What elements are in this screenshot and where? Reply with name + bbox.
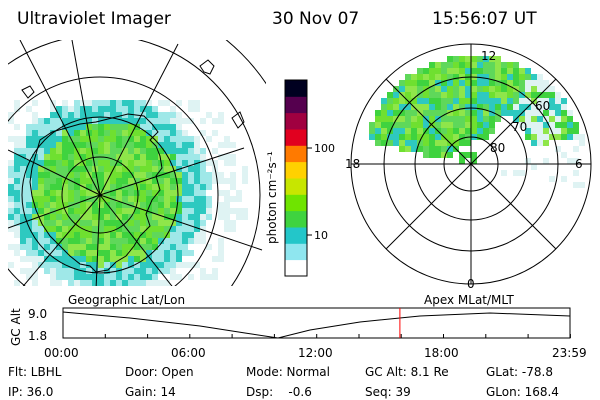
geographic-panel [8, 40, 266, 286]
timeline-xtick-1800: 18:00 [424, 346, 459, 360]
mlat-label-60: 60 [535, 99, 550, 113]
geo-grid [8, 40, 266, 286]
instrument-title: Ultraviolet Imager [17, 9, 171, 29]
timeline-xtick-2359: 23:59 [552, 346, 587, 360]
timeline-ylabel: GC Alt [9, 308, 23, 346]
status-info: Flt: LBHL Door: Open Mode: Normal GC Alt… [8, 365, 559, 399]
mlt-label-0: 0 [467, 277, 475, 291]
info-seq: Seq: 39 [365, 385, 411, 399]
time-label: 15:56:07 UT [432, 9, 537, 29]
geo-aurora-image [8, 100, 248, 286]
mlat-label-70: 70 [512, 120, 527, 134]
info-door: Door: Open [125, 365, 194, 379]
geo-panel-label: Geographic Lat/Lon [68, 293, 185, 307]
orbit-altitude-curve [62, 311, 571, 339]
coastline [21, 59, 245, 273]
colorbar-tick-10: 10 [314, 229, 328, 242]
colorbar-tick-100: 100 [314, 142, 335, 155]
mlt-label-6: 6 [575, 157, 583, 171]
colorbar [284, 79, 312, 277]
info-ip: IP: 36.0 [8, 385, 53, 399]
timeline-xtick-0000: 00:00 [44, 346, 79, 360]
info-glat: GLat: -78.8 [486, 365, 553, 379]
timeline-ytick-9: 9.0 [28, 307, 47, 321]
info-mode: Mode: Normal [246, 365, 330, 379]
mlat-label-80: 80 [490, 141, 505, 155]
info-glon: GLon: 168.4 [486, 385, 559, 399]
info-filter: Flt: LBHL [8, 365, 62, 379]
mag-grid [350, 43, 592, 285]
mlt-label-12: 12 [481, 49, 496, 63]
info-dsp: Dsp: -0.6 [246, 385, 312, 399]
timeline-ytick-1-8: 1.8 [28, 329, 47, 343]
info-gain: Gain: 14 [125, 385, 176, 399]
orbit-timeline [62, 307, 571, 339]
colorbar-unit-label: photon cm⁻²s⁻¹ [265, 151, 279, 244]
timeline-xtick-1200: 12:00 [298, 346, 333, 360]
mag-panel-label: Apex MLat/MLT [424, 293, 514, 307]
timeline-xtick-0600: 06:00 [171, 346, 206, 360]
info-gc-alt: GC Alt: 8.1 Re [365, 365, 449, 379]
date-label: 30 Nov 07 [272, 9, 359, 29]
mlt-label-18: 18 [345, 157, 360, 171]
magnetic-panel [350, 43, 592, 285]
